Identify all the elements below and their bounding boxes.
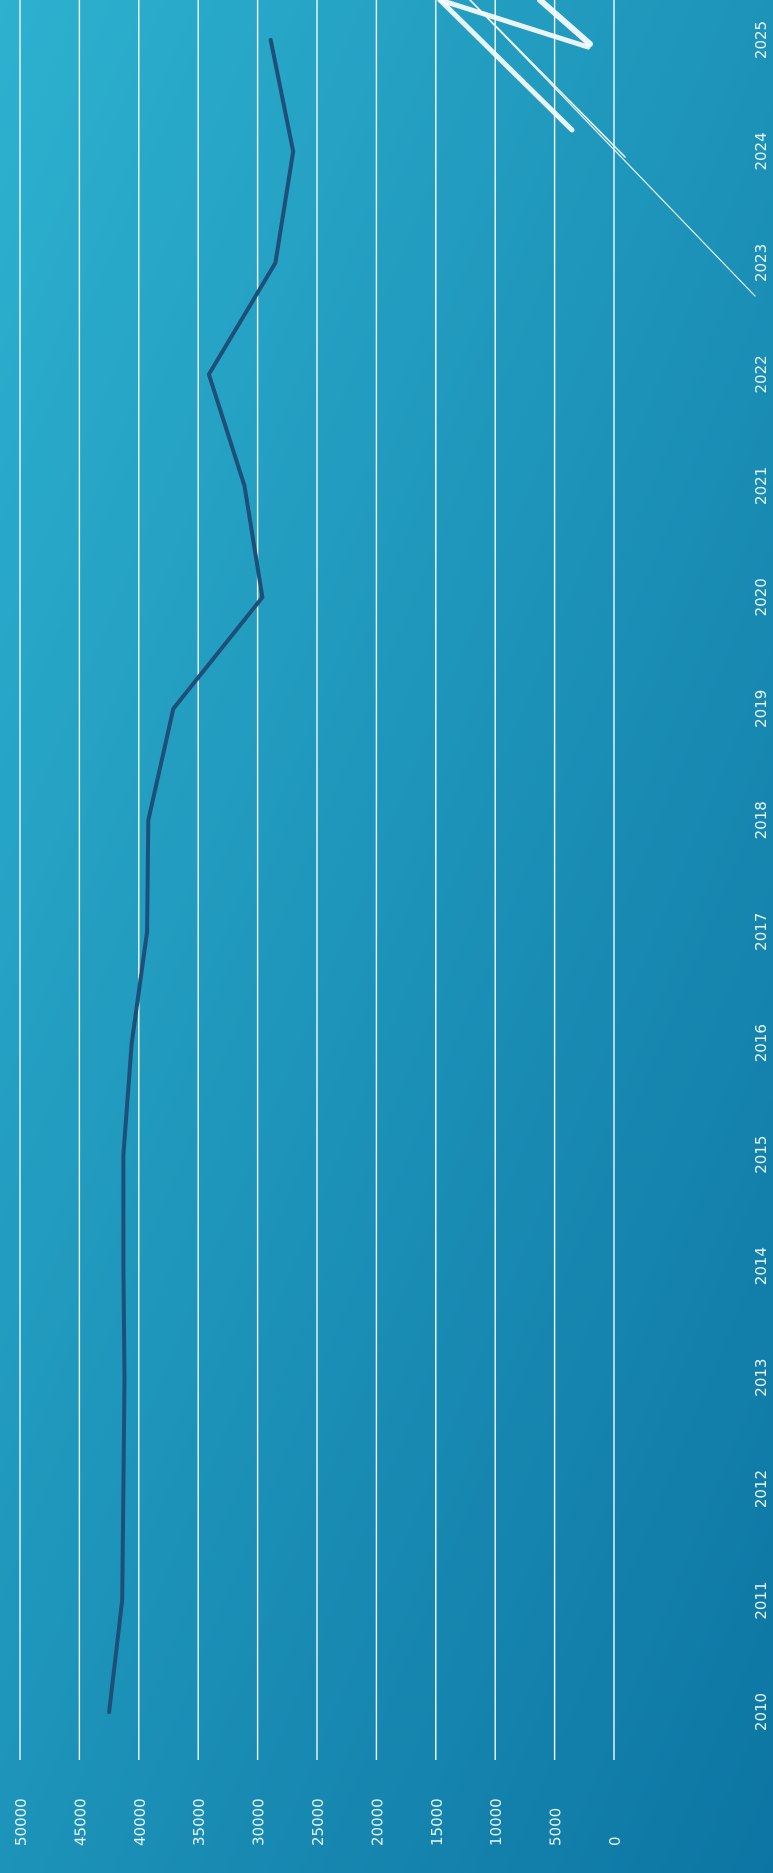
y-tick-label: 15000: [428, 1798, 446, 1846]
x-tick-label: 2020: [752, 578, 770, 616]
decorative-streak: [437, 0, 575, 133]
x-tick-label: 2019: [752, 690, 770, 728]
y-tick-label: 35000: [190, 1798, 208, 1846]
x-tick-labels: 2010 2011 2012 2013 2014 2015 2016 2017 2018 2019…: [752, 21, 770, 1731]
y-tick-label: 10000: [487, 1798, 505, 1846]
x-tick-label: 2021: [752, 467, 770, 505]
x-tick-label: 2014: [752, 1247, 770, 1285]
x-tick-label: 2013: [752, 1359, 770, 1397]
y-tick-label: 25000: [309, 1798, 327, 1846]
y-tick-label: 5000: [547, 1808, 565, 1846]
x-tick-label: 2010: [752, 1693, 770, 1731]
y-tick-label: 45000: [71, 1798, 89, 1846]
x-tick-label: 2015: [752, 1136, 770, 1174]
y-tick-label: 30000: [250, 1798, 268, 1846]
x-tick-label: 2012: [752, 1470, 770, 1508]
y-tick-label: 40000: [131, 1798, 149, 1846]
y-tick-label: 20000: [368, 1798, 386, 1846]
y-tick-labels: 0 5000 10000 15000 20000 25000 30000 35000 40000…: [12, 1798, 624, 1846]
x-tick-label: 2018: [752, 801, 770, 839]
series-line: [107, 38, 296, 1714]
decorative-streak: [437, 0, 591, 50]
x-tick-label: 2016: [752, 1024, 770, 1062]
x-tick-label: 2025: [752, 21, 770, 59]
decorative-streak: [537, 0, 593, 47]
decorative-streaks: [437, 0, 756, 297]
x-tick-label: 2024: [752, 132, 770, 170]
x-tick-label: 2017: [752, 913, 770, 951]
y-tick-label: 0: [606, 1836, 624, 1846]
y-tick-label: 50000: [12, 1798, 30, 1846]
series-layer: [107, 38, 296, 1714]
x-tick-label: 2023: [752, 244, 770, 282]
x-tick-label: 2022: [752, 355, 770, 393]
decorative-streak: [469, 0, 756, 297]
x-tick-label: 2011: [752, 1581, 770, 1619]
